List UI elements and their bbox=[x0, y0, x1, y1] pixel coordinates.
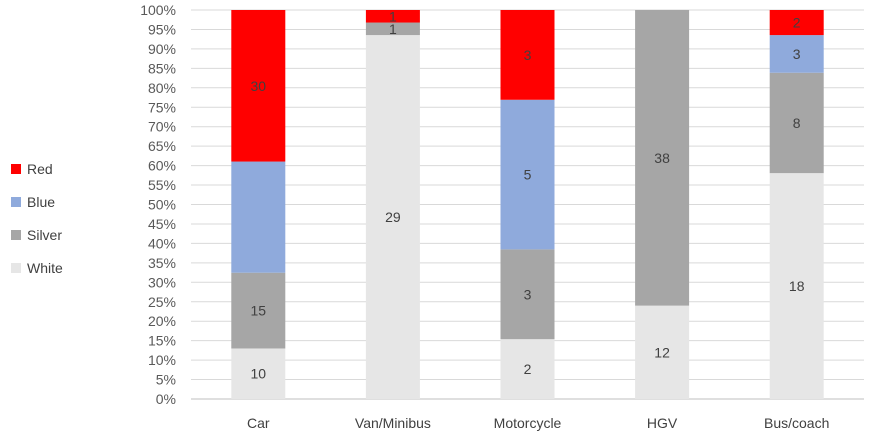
data-label: 1 bbox=[389, 8, 397, 24]
y-tick-label: 20% bbox=[148, 313, 176, 329]
bar-segment-silver bbox=[500, 249, 555, 340]
y-tick-label: 50% bbox=[148, 197, 176, 213]
legend-label-red: Red bbox=[27, 161, 53, 177]
y-tick-label: 55% bbox=[148, 177, 176, 193]
y-tick-label: 35% bbox=[148, 255, 176, 271]
y-tick-label: 10% bbox=[148, 352, 176, 368]
legend-swatch-red bbox=[11, 164, 21, 174]
bar-segment-blue bbox=[500, 99, 555, 250]
bar-segment-silver bbox=[635, 10, 690, 306]
bar-segment-red bbox=[500, 10, 555, 100]
y-tick-label: 75% bbox=[148, 99, 176, 115]
bar-segment-silver bbox=[231, 272, 286, 349]
x-category-label: Motorcycle bbox=[494, 415, 562, 431]
legend-swatch-silver bbox=[11, 230, 21, 240]
data-label: 10 bbox=[251, 366, 267, 382]
y-tick-label: 15% bbox=[148, 333, 176, 349]
data-label: 2 bbox=[793, 15, 801, 31]
data-label: 12 bbox=[654, 344, 670, 360]
bar-segment-silver bbox=[769, 72, 824, 174]
bar-segment-white bbox=[769, 173, 824, 399]
y-tick-label: 5% bbox=[156, 372, 176, 388]
y-tick-label: 40% bbox=[148, 235, 176, 251]
y-tick-label: 30% bbox=[148, 274, 176, 290]
y-tick-label: 90% bbox=[148, 41, 176, 57]
data-label: 1 bbox=[389, 21, 397, 37]
y-axis: 0% 5% 10% 15% 20% 25% 30% 35% 40% 45% 50% 55% 60% 65%… bbox=[140, 2, 176, 407]
data-label: 30 bbox=[251, 78, 267, 94]
legend-label-blue: Blue bbox=[27, 194, 55, 210]
bar-segment-white bbox=[635, 305, 690, 399]
data-label: 2 bbox=[524, 361, 532, 377]
x-category-label: Van/Minibus bbox=[355, 415, 431, 431]
legend-swatch-blue bbox=[11, 197, 21, 207]
data-label: 15 bbox=[251, 303, 267, 319]
y-tick-label: 70% bbox=[148, 119, 176, 135]
bar-segment-silver bbox=[365, 22, 420, 36]
bar-segment-white bbox=[500, 339, 555, 399]
data-label: 29 bbox=[385, 209, 401, 225]
legend-swatch-white bbox=[11, 263, 21, 273]
y-tick-label: 45% bbox=[148, 216, 176, 232]
data-label: 38 bbox=[654, 150, 670, 166]
bar-segment-blue bbox=[769, 35, 824, 73]
x-category-label: HGV bbox=[647, 415, 678, 431]
bar-segment-red bbox=[365, 10, 420, 23]
y-tick-label: 0% bbox=[156, 391, 176, 407]
y-tick-label: 65% bbox=[148, 138, 176, 154]
data-label: 8 bbox=[793, 115, 801, 131]
y-tick-label: 100% bbox=[140, 2, 176, 18]
bar-segment-white bbox=[231, 348, 286, 399]
x-category-label: Bus/coach bbox=[764, 415, 829, 431]
data-label: 3 bbox=[524, 286, 532, 302]
legend-label-white: White bbox=[27, 260, 63, 276]
y-tick-label: 60% bbox=[148, 158, 176, 174]
legend-label-silver: Silver bbox=[27, 227, 62, 243]
data-label: 18 bbox=[789, 278, 805, 294]
x-axis: Car Van/Minibus Motorcycle HGV Bus/coach bbox=[247, 415, 829, 431]
x-category-label: Car bbox=[247, 415, 270, 431]
bar-segment-red bbox=[231, 10, 286, 162]
data-label: 5 bbox=[524, 167, 532, 183]
y-tick-label: 95% bbox=[148, 21, 176, 37]
y-tick-label: 80% bbox=[148, 80, 176, 96]
bar-segment-white bbox=[365, 35, 420, 400]
y-tick-label: 25% bbox=[148, 294, 176, 310]
bar-segment-blue bbox=[231, 161, 286, 273]
data-label: 3 bbox=[524, 47, 532, 63]
y-tick-label: 85% bbox=[148, 60, 176, 76]
bar-segment-red bbox=[769, 10, 824, 36]
data-label: 3 bbox=[793, 46, 801, 62]
legend: Red Blue Silver White bbox=[11, 161, 63, 276]
